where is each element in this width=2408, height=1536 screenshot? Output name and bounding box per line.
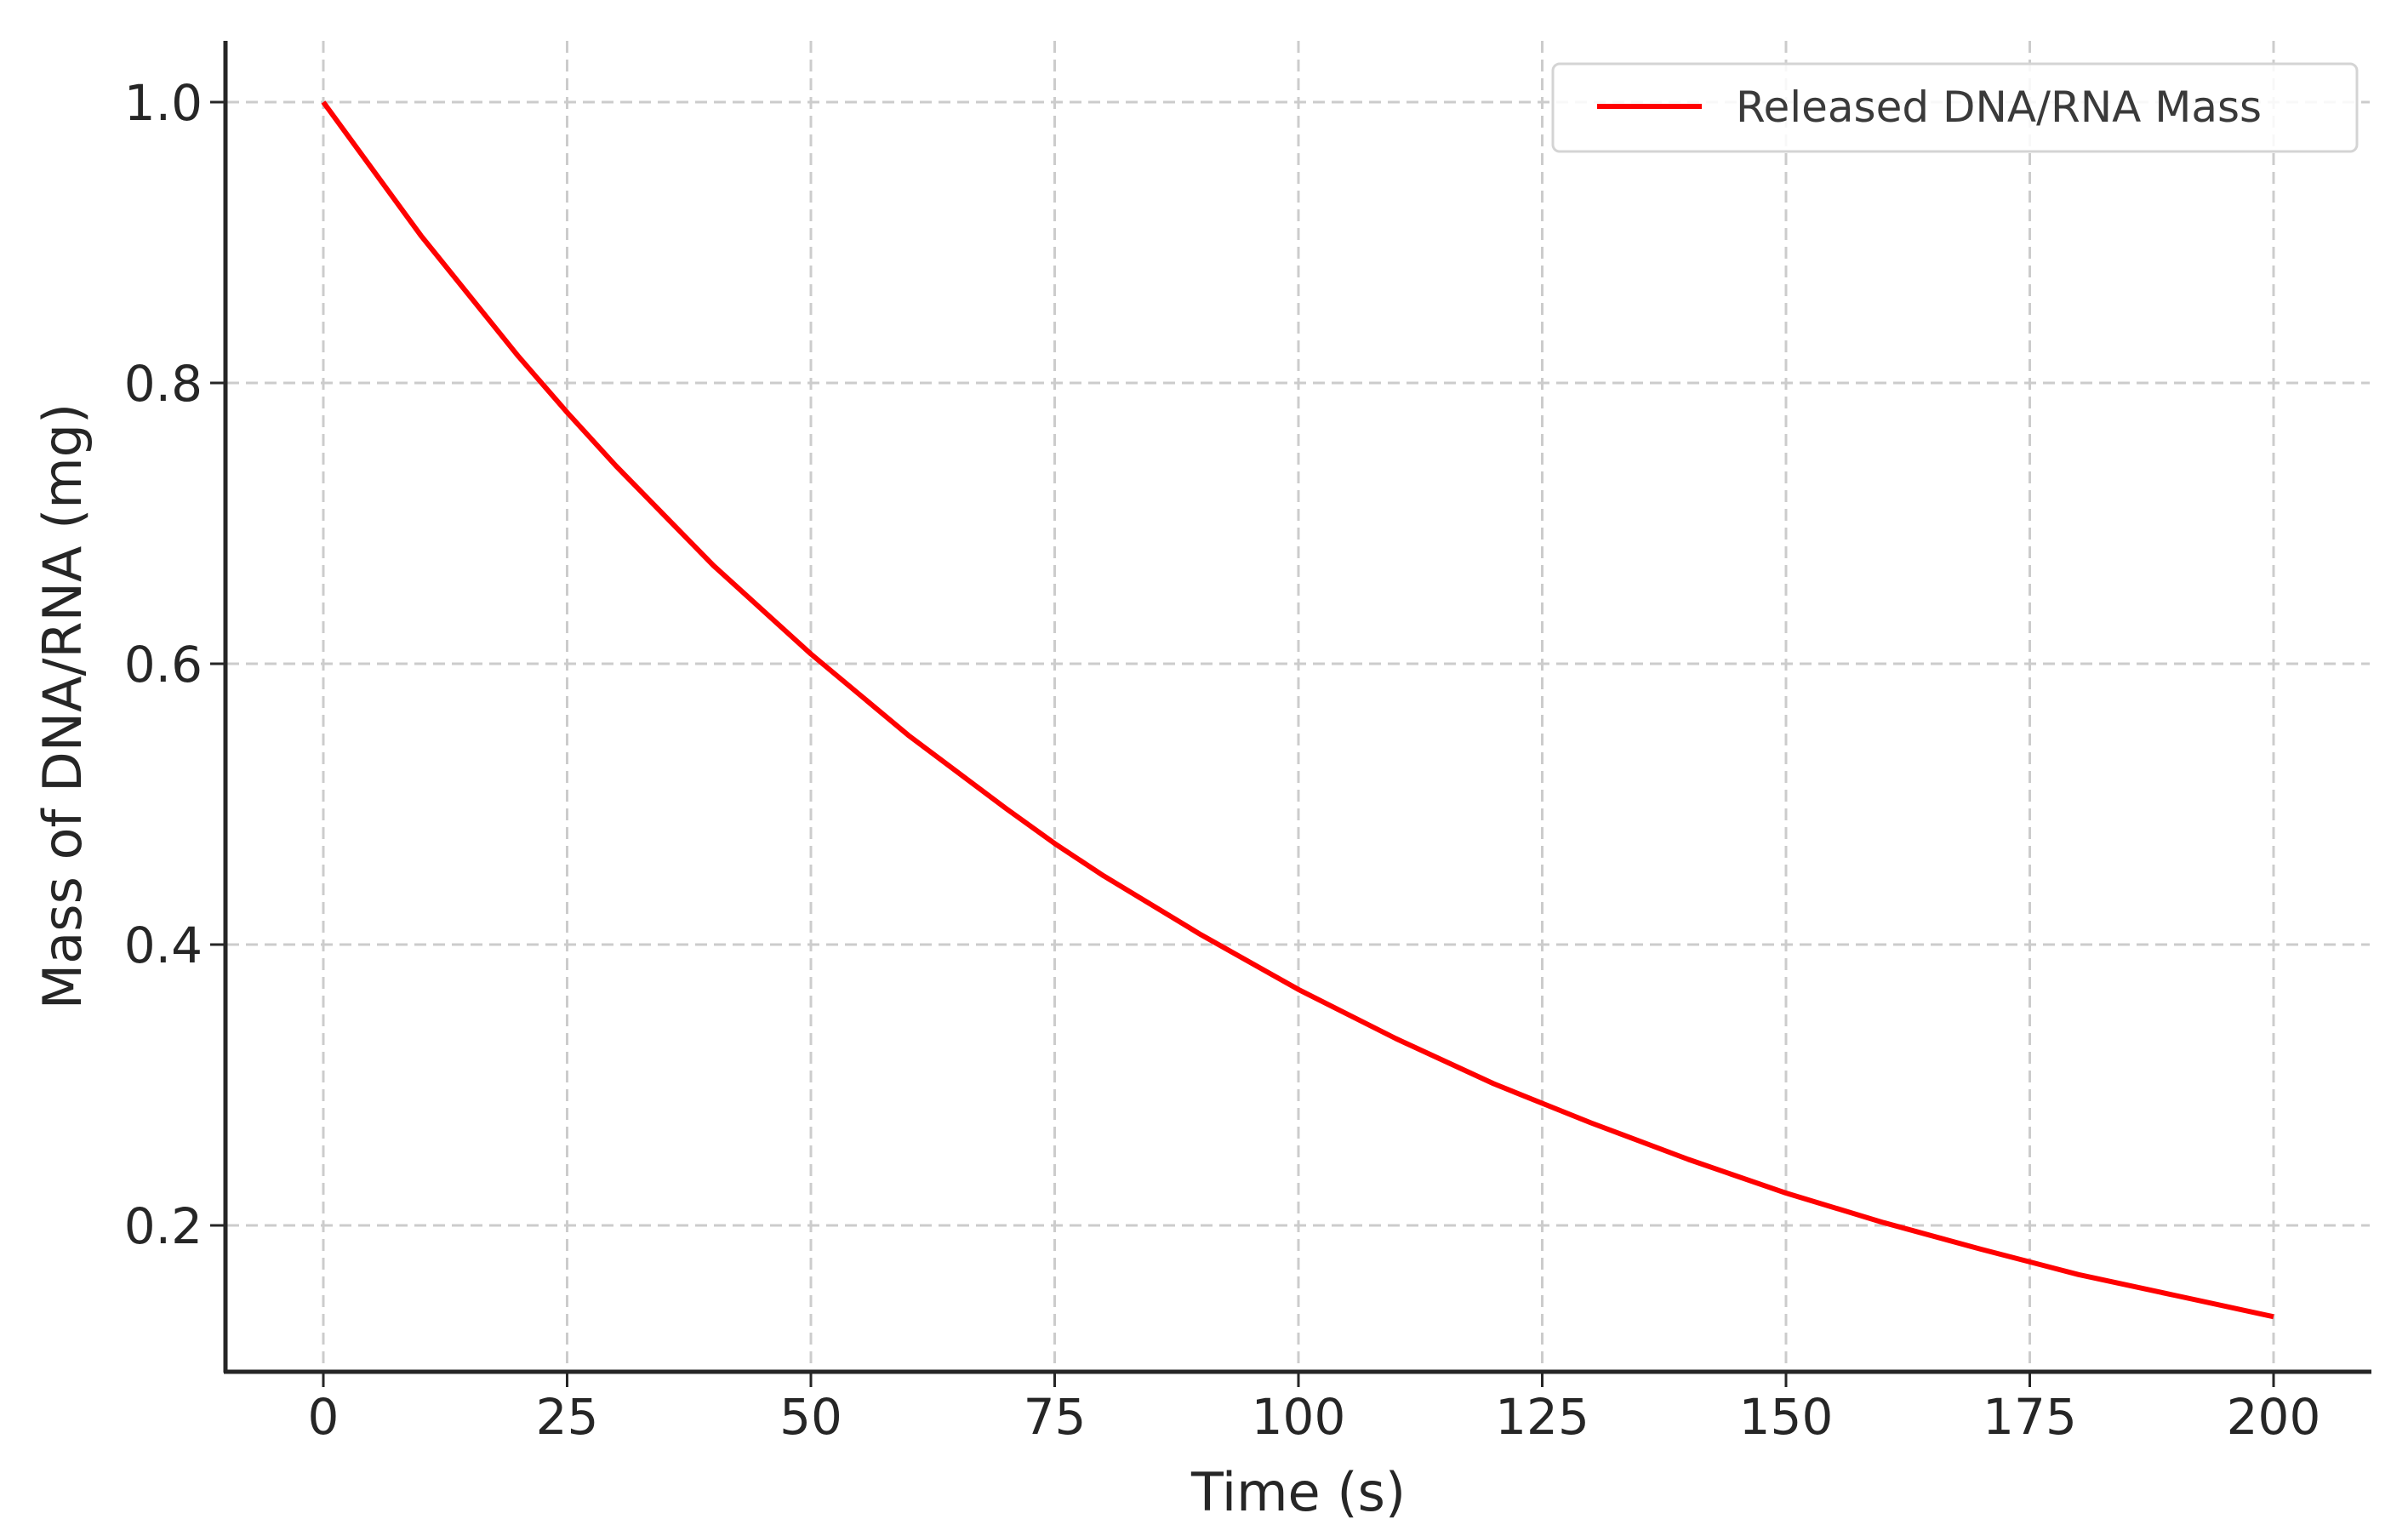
x-tick-label: 0 <box>308 1388 340 1446</box>
x-tick-label: 25 <box>536 1388 599 1446</box>
grid-lines <box>227 41 2370 1370</box>
x-tick-label: 200 <box>2227 1388 2321 1446</box>
y-tick-label: 0.4 <box>124 916 203 974</box>
x-tick-label: 125 <box>1495 1388 1589 1446</box>
legend-label: Released DNA/RNA Mass <box>1736 83 2262 132</box>
legend-box <box>1551 62 2359 153</box>
x-tick-label: 175 <box>1983 1388 2077 1446</box>
x-tick-label: 150 <box>1739 1388 1834 1446</box>
x-axis-ticks: 0 25 50 75 100 125 150 175 200 <box>308 1372 2321 1446</box>
series-line <box>321 100 2274 1320</box>
y-axis-ticks: 0.2 0.4 0.6 0.8 1.0 <box>124 74 225 1255</box>
x-tick-label: 75 <box>1024 1388 1087 1446</box>
y-tick-label: 0.8 <box>124 355 203 413</box>
x-tick-label: 100 <box>1252 1388 1346 1446</box>
x-axis-label: Time (s) <box>1190 1461 1406 1523</box>
y-tick-label: 0.2 <box>124 1197 203 1255</box>
y-tick-label: 0.6 <box>124 636 203 694</box>
y-axis-label: Mass of DNA/RNA (mg) <box>31 403 94 1009</box>
legend: Released DNA/RNA Mass <box>1551 62 2359 153</box>
x-tick-label: 50 <box>779 1388 842 1446</box>
data-series-released-mass <box>321 100 2274 1320</box>
y-tick-label: 1.0 <box>124 74 203 132</box>
